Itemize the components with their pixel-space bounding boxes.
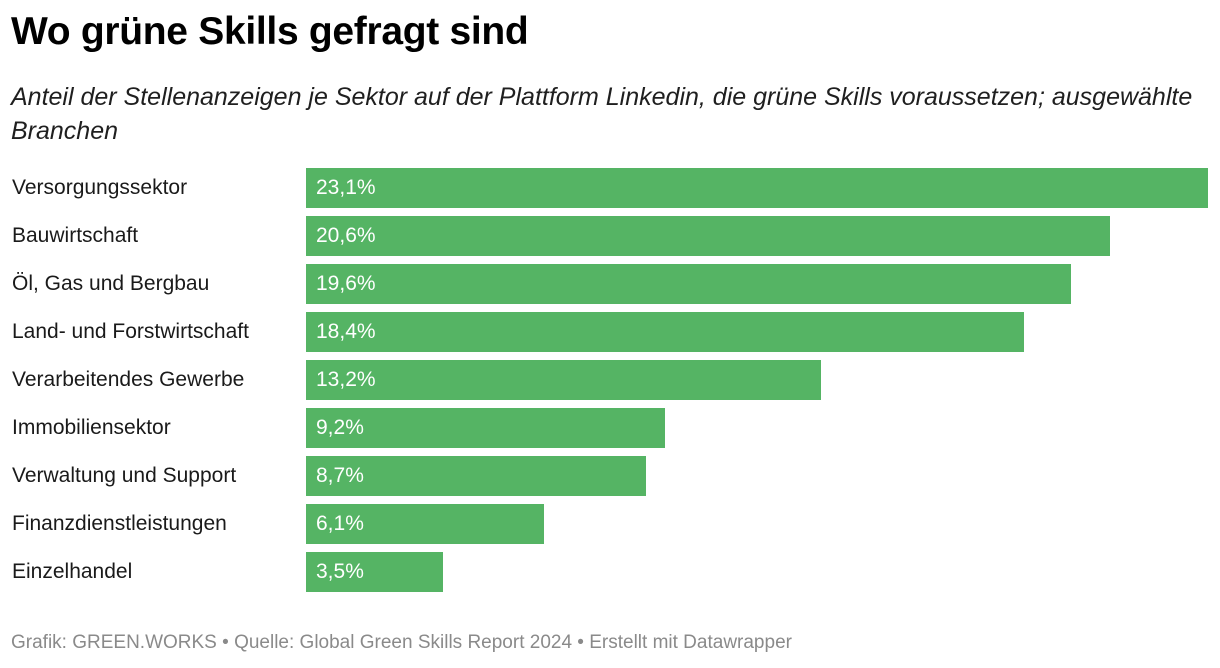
bar-value-label: 13,2%: [316, 368, 376, 391]
category-label: Versorgungssektor: [12, 176, 188, 199]
bar-value-label: 6,1%: [316, 512, 364, 535]
chart-subtitle: Anteil der Stellenanzeigen je Sektor auf…: [11, 83, 1193, 145]
category-label: Verwaltung und Support: [12, 464, 237, 487]
bar: [306, 456, 646, 496]
category-label: Land- und Forstwirtschaft: [12, 320, 249, 343]
category-label: Verarbeitendes Gewerbe: [12, 368, 245, 391]
bar-value-label: 8,7%: [316, 464, 364, 487]
bar: [306, 408, 665, 448]
bar-value-label: 20,6%: [316, 224, 376, 247]
bar: [306, 360, 821, 400]
bar-value-label: 19,6%: [316, 272, 376, 295]
chart-title: Wo grüne Skills gefragt sind: [11, 10, 529, 53]
category-label: Finanzdienstleistungen: [12, 512, 227, 535]
category-label: Einzelhandel: [12, 560, 133, 583]
bar-value-label: 18,4%: [316, 320, 376, 343]
category-label: Bauwirtschaft: [12, 224, 139, 247]
chart-footer: Grafik: GREEN.WORKS • Quelle: Global Gre…: [11, 632, 792, 653]
bar: [306, 312, 1024, 352]
bar: [306, 216, 1110, 256]
bar: [306, 552, 443, 592]
category-label: Öl, Gas und Bergbau: [12, 272, 210, 295]
bar-value-label: 3,5%: [316, 560, 364, 583]
category-label: Immobiliensektor: [12, 416, 171, 439]
bar: [306, 264, 1071, 304]
bar-value-label: 9,2%: [316, 416, 364, 439]
bar-value-label: 23,1%: [316, 176, 376, 199]
bar: [306, 168, 1208, 208]
bar: [306, 504, 544, 544]
